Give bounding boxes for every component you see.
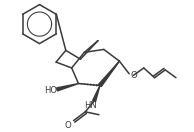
Text: HN: HN <box>84 102 97 110</box>
Text: O: O <box>64 121 71 130</box>
Polygon shape <box>99 61 120 87</box>
Text: HO: HO <box>44 86 57 95</box>
Text: O: O <box>131 71 137 80</box>
Polygon shape <box>57 84 79 91</box>
Polygon shape <box>93 86 100 102</box>
